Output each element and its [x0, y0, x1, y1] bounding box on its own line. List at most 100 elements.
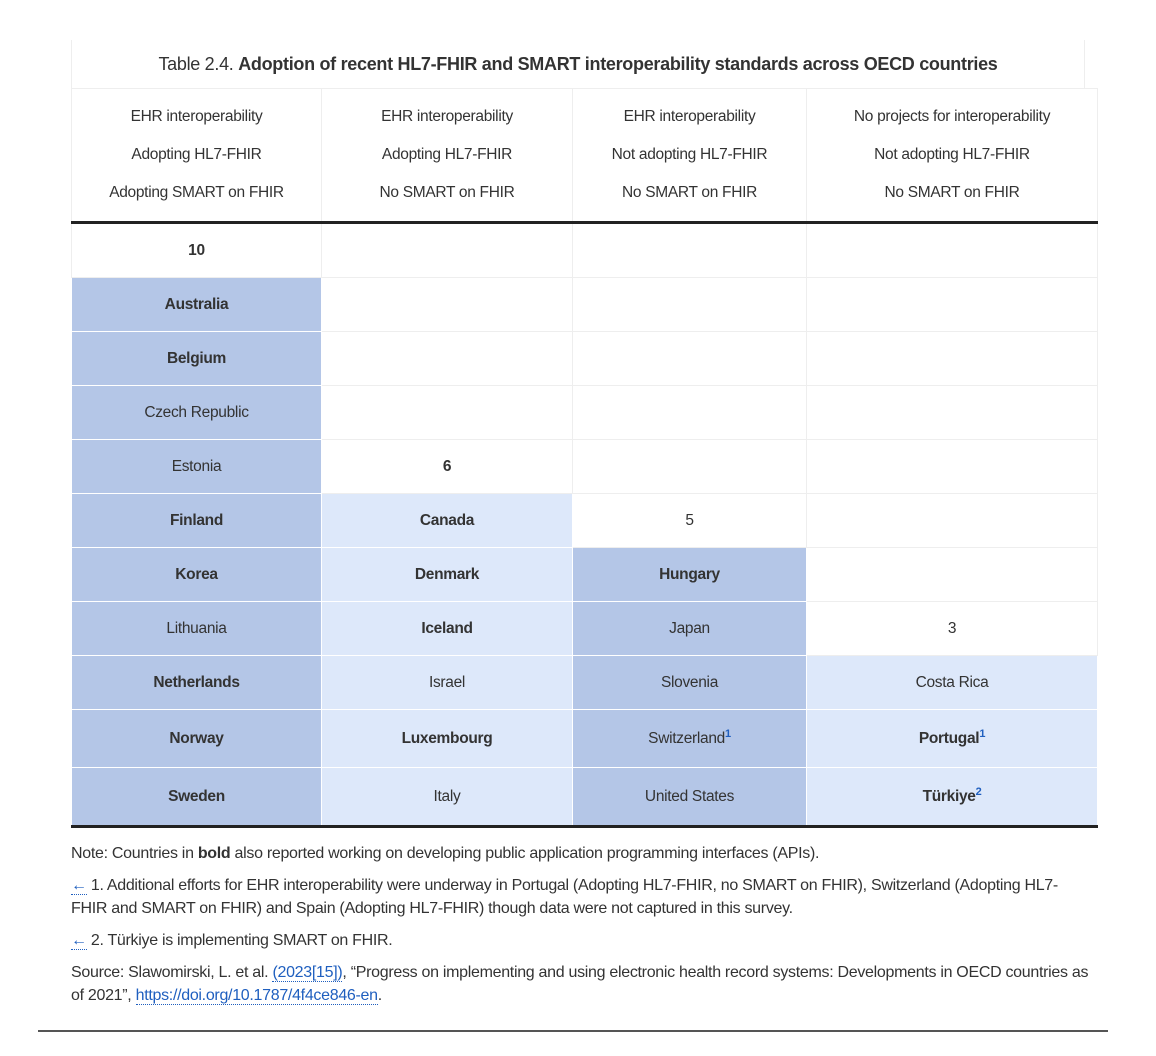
- footnote-marker[interactable]: 1: [725, 728, 731, 741]
- source-prefix: Source: Slawomirski, L. et al.: [71, 964, 273, 981]
- count-cell: 3: [806, 601, 1098, 656]
- empty-cell: [321, 331, 573, 386]
- table-row: 10: [71, 222, 1098, 278]
- table-row: Estonia 6: [71, 439, 1098, 494]
- empty-cell: [806, 222, 1098, 278]
- column-header-line: No SMART on FHIR: [884, 184, 1020, 201]
- table-title: Table 2.4. Adoption of recent HL7-FHIR a…: [71, 40, 1085, 88]
- count-cell: 5: [572, 493, 807, 548]
- table-row: Australia: [71, 277, 1098, 332]
- country-name: Denmark: [414, 565, 480, 583]
- source-text: , “Progress on implementing and using el…: [71, 964, 1089, 1004]
- table-container: Table 2.4. Adoption of recent HL7-FHIR a…: [71, 40, 1098, 828]
- footnote-marker[interactable]: 2: [975, 786, 982, 799]
- table-title-text: Adoption of recent HL7-FHIR and SMART in…: [238, 53, 998, 74]
- country-cell: Netherlands: [71, 655, 322, 710]
- table-label: Table 2.4.: [158, 53, 234, 74]
- country-name: Finland: [169, 511, 223, 529]
- footnote-1-text: 1. Additional efforts for EHR interopera…: [71, 877, 1058, 917]
- column-header: EHR interoperability Adopting HL7-FHIR Ado…: [71, 88, 322, 224]
- table-row: Norway Luxembourg Switzerland1 Portugal1: [71, 709, 1098, 768]
- country-name: Norway: [169, 729, 224, 747]
- column-header-line: Adopting HL7-FHIR: [381, 146, 513, 163]
- empty-cell: [321, 222, 573, 278]
- country-cell: Finland: [71, 493, 322, 548]
- count-cell: 6: [321, 439, 573, 494]
- table-row: Belgium: [71, 331, 1098, 386]
- country-name: Sweden: [168, 787, 225, 805]
- empty-cell: [572, 277, 807, 332]
- source: Source: Slawomirski, L. et al. (2023[15]…: [71, 961, 1091, 1007]
- footnote-marker[interactable]: 1: [979, 728, 986, 741]
- footnote-2-text: 2. Türkiye is implementing SMART on FHIR…: [86, 932, 393, 949]
- country-name: Italy: [433, 787, 461, 805]
- empty-cell: [806, 439, 1098, 494]
- country-name: Türkiye: [922, 788, 976, 806]
- column-header-line: No SMART on FHIR: [379, 184, 515, 201]
- empty-cell: [806, 331, 1098, 386]
- country-cell: Luxembourg: [321, 709, 573, 768]
- country-cell: Costa Rica: [806, 655, 1098, 710]
- note-bold-explanation: Note: Countries in bold also reported wo…: [71, 842, 1091, 865]
- country-cell: Slovenia: [572, 655, 807, 710]
- column-header: EHR interoperability Adopting HL7-FHIR No …: [321, 88, 573, 224]
- footnote-2: ← 2. Türkiye is implementing SMART on FH…: [71, 929, 1091, 952]
- column-header-line: Not adopting HL7-FHIR: [611, 146, 768, 163]
- country-name: Slovenia: [660, 673, 719, 691]
- country-name: Portugal: [918, 730, 980, 748]
- country-cell: Sweden: [71, 767, 322, 828]
- country-cell: Hungary: [572, 547, 807, 602]
- empty-cell: [806, 277, 1098, 332]
- footnote-1: ← 1. Additional efforts for EHR interope…: [71, 874, 1091, 920]
- country-cell: Israel: [321, 655, 573, 710]
- empty-cell: [321, 277, 573, 332]
- country-cell: United States: [572, 767, 807, 828]
- empty-cell: [572, 439, 807, 494]
- table-row: Czech Republic: [71, 385, 1098, 440]
- empty-cell: [572, 222, 807, 278]
- country-name: Estonia: [171, 457, 222, 475]
- country-name: Korea: [175, 565, 218, 583]
- country-name: Switzerland: [648, 730, 725, 748]
- adoption-table: EHR interoperability Adopting HL7-FHIR Ado…: [71, 88, 1098, 828]
- country-cell: Estonia: [71, 439, 322, 494]
- country-cell: Norway: [71, 709, 322, 768]
- country-name: Belgium: [166, 349, 227, 367]
- table-row: Netherlands Israel Slovenia Costa Rica: [71, 655, 1098, 710]
- table-row: Korea Denmark Hungary: [71, 547, 1098, 602]
- note-bold-word: bold: [197, 845, 231, 862]
- country-cell: Switzerland1: [572, 709, 807, 768]
- country-cell: Portugal1: [806, 709, 1098, 768]
- column-header-line: No projects for interoperability: [853, 108, 1051, 125]
- country-cell: Lithuania: [71, 601, 322, 656]
- back-arrow-icon[interactable]: ←: [71, 877, 87, 895]
- country-name: United States: [644, 787, 735, 805]
- country-cell: Türkiye2: [806, 767, 1098, 828]
- column-header-line: EHR interoperability: [623, 108, 756, 125]
- count-cell: 10: [71, 222, 322, 278]
- country-cell: Belgium: [71, 331, 322, 386]
- empty-cell: [572, 331, 807, 386]
- country-cell: Italy: [321, 767, 573, 828]
- country-name: Japan: [669, 619, 710, 637]
- column-header: EHR interoperability Not adopting HL7-FHI…: [572, 88, 807, 224]
- country-name: Netherlands: [153, 673, 240, 691]
- column-header: No projects for interoperability Not adop…: [806, 88, 1098, 224]
- country-cell: Czech Republic: [71, 385, 322, 440]
- country-name: Hungary: [659, 565, 720, 583]
- source-reference-link[interactable]: (2023[15]): [272, 964, 343, 982]
- country-name: Australia: [164, 295, 229, 313]
- source-end: .: [377, 987, 382, 1004]
- column-header-line: EHR interoperability: [381, 108, 513, 125]
- country-name: Costa Rica: [915, 673, 989, 691]
- doi-link[interactable]: https://doi.org/10.1787/4f4ce846-en: [135, 987, 378, 1005]
- country-cell: Iceland: [321, 601, 573, 656]
- empty-cell: [321, 385, 573, 440]
- column-header-line: Adopting HL7-FHIR: [131, 146, 262, 163]
- table-notes: Note: Countries in bold also reported wo…: [71, 842, 1091, 1016]
- back-arrow-icon[interactable]: ←: [71, 932, 87, 950]
- empty-cell: [806, 385, 1098, 440]
- country-name: Israel: [428, 673, 466, 691]
- empty-cell: [806, 547, 1098, 602]
- column-header-line: No SMART on FHIR: [621, 184, 758, 201]
